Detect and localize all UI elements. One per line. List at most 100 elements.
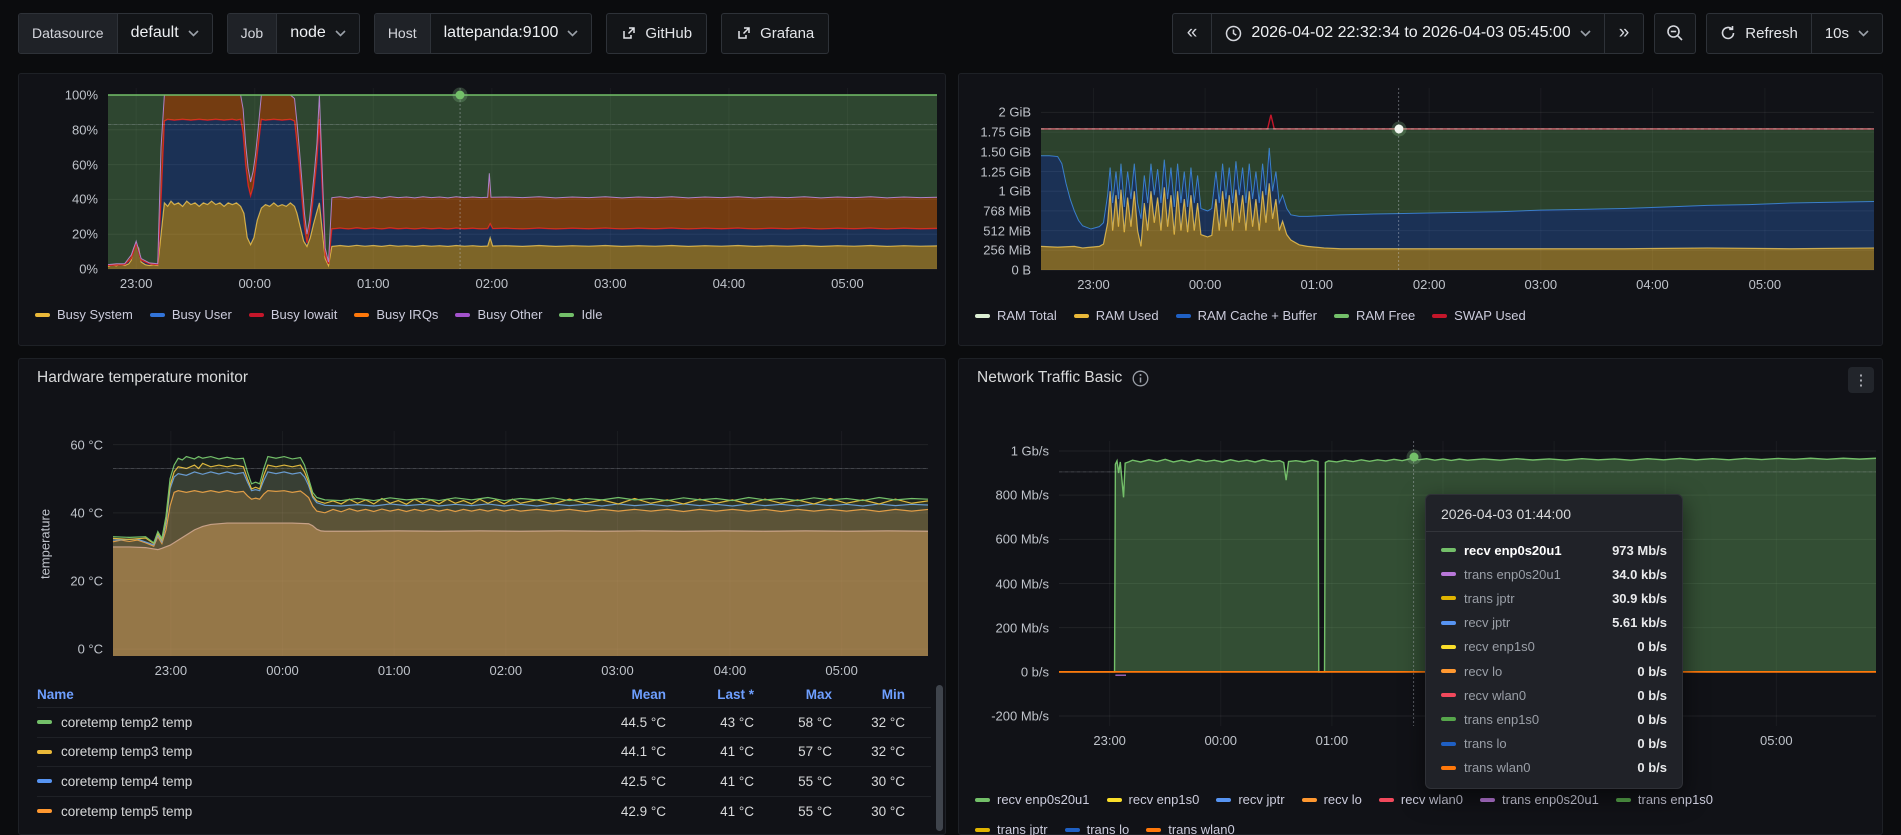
legend-item[interactable]: trans wlan0 <box>1146 822 1235 835</box>
host-select[interactable]: lattepanda:9100 <box>429 13 592 53</box>
ram-panel: 0 B 256 MiB 512 MiB 768 MiB 1 GiB 1.25 GiB 1.5… <box>958 73 1883 346</box>
zoom-out-button[interactable] <box>1654 12 1697 54</box>
series-color-swatch <box>37 720 52 725</box>
network-legend-row-1: recv enp0s20u1 recv enp1s0 recv jptr recv l… <box>975 792 1872 807</box>
time-range-picker[interactable]: 2026-04-02 22:32:34 to 2026-04-03 05:45:… <box>1211 13 1603 53</box>
legend-item[interactable]: Busy IRQs <box>354 307 438 322</box>
tooltip-row: trans lo 0 b/s <box>1426 732 1682 756</box>
time-shift-forward-button[interactable]: » <box>1603 13 1644 53</box>
legend-item[interactable]: trans lo <box>1064 822 1129 835</box>
legend-item[interactable]: RAM Total <box>975 308 1057 323</box>
job-select[interactable]: node <box>276 13 359 53</box>
refresh-icon <box>1721 26 1735 40</box>
y-axis-tick: 800 Mb/s <box>995 487 1049 503</box>
series-color-swatch <box>1615 797 1631 802</box>
table-row[interactable]: coretemp temp2 temp 44.5 °C 43 °C 58 °C 32 °… <box>37 707 931 737</box>
cell-mean: 42.9 °C <box>620 803 666 819</box>
series-color-swatch <box>1441 717 1456 722</box>
table-row[interactable]: coretemp temp4 temp 42.5 °C 41 °C 55 °C 30 °… <box>37 766 931 796</box>
panel-menu-icon[interactable]: ⋮ <box>1848 367 1874 393</box>
legend-item[interactable]: RAM Cache + Buffer <box>1175 308 1317 323</box>
legend-item[interactable]: SWAP Used <box>1432 308 1526 323</box>
y-axis-tick: 1 GiB <box>998 183 1031 199</box>
series-color-swatch <box>1441 644 1456 649</box>
tooltip-series-name: recv jptr <box>1464 615 1511 631</box>
column-header-last[interactable]: Last * <box>717 686 754 702</box>
panel-title[interactable]: Network Traffic Basic <box>977 369 1123 386</box>
ram-chart-plot[interactable] <box>1041 88 1874 270</box>
tooltip-row: trans wlan0 0 b/s <box>1426 756 1682 780</box>
legend-item[interactable]: Busy System <box>35 307 133 322</box>
x-axis-tick: 00:00 <box>1204 733 1238 748</box>
y-axis-tick: 100% <box>64 87 98 103</box>
legend-item[interactable]: trans jptr <box>975 822 1048 835</box>
cpu-chart-plot[interactable] <box>108 88 937 269</box>
column-header-mean[interactable]: Mean <box>631 686 666 702</box>
tooltip-series-name: trans jptr <box>1464 590 1515 606</box>
series-color-swatch <box>1441 741 1456 746</box>
table-row[interactable]: coretemp temp5 temp 42.9 °C 41 °C 55 °C 30 °… <box>37 795 931 826</box>
table-scrollbar[interactable] <box>936 685 943 831</box>
legend-item[interactable]: recv enp0s20u1 <box>975 792 1090 807</box>
legend-item[interactable]: recv wlan0 <box>1378 792 1463 807</box>
legend-item[interactable]: recv jptr <box>1216 792 1285 807</box>
legend-item[interactable]: Busy Other <box>455 307 542 322</box>
series-name: coretemp temp4 temp <box>37 774 576 789</box>
toolbar: Datasource default Job node Host lattepa… <box>0 0 1901 66</box>
tooltip-row: trans enp0s20u1 34.0 kb/s <box>1426 562 1682 586</box>
github-link-button[interactable]: GitHub <box>606 12 708 54</box>
legend-item[interactable]: recv enp1s0 <box>1106 792 1199 807</box>
grafana-link-button[interactable]: Grafana <box>721 12 830 54</box>
temperature-chart-plot[interactable] <box>113 431 928 656</box>
legend-item[interactable]: trans enp0s20u1 <box>1480 792 1599 807</box>
legend-item[interactable]: Busy User <box>149 307 232 322</box>
x-axis-tick: 03:00 <box>594 276 627 291</box>
column-header-max[interactable]: Max <box>805 686 832 702</box>
legend-item[interactable]: Busy Iowait <box>248 307 337 322</box>
x-axis-tick: 02:00 <box>489 663 523 678</box>
table-row[interactable]: coretemp temp3 temp 44.1 °C 41 °C 57 °C 32 °… <box>37 736 931 767</box>
x-axis-tick: 23:00 <box>119 276 153 291</box>
column-header-name[interactable]: Name <box>37 686 74 702</box>
tooltip-series-value: 34.0 kb/s <box>1612 566 1667 582</box>
x-axis-tick: 05:00 <box>1748 277 1782 292</box>
x-axis-tick: 00:00 <box>1188 277 1222 292</box>
info-icon[interactable] <box>1132 370 1149 387</box>
refresh-interval-select[interactable]: 10s <box>1810 13 1882 53</box>
series-color-swatch <box>1432 313 1448 318</box>
y-axis-tick: 60 °C <box>70 437 103 453</box>
legend-item[interactable]: Idle <box>559 307 602 322</box>
series-color-swatch <box>1480 797 1496 802</box>
legend-item[interactable]: trans enp1s0 <box>1615 792 1713 807</box>
panel-title[interactable]: Hardware temperature monitor <box>37 369 249 386</box>
external-link-icon <box>738 26 750 39</box>
datasource-picker: Datasource default <box>18 12 213 54</box>
hover-point-marker <box>455 90 465 100</box>
series-color-swatch <box>1073 313 1089 318</box>
temperature-table: Name Mean Last * Max Min coretemp temp2 … <box>37 681 931 825</box>
job-value: node <box>290 24 326 41</box>
hover-point-marker <box>1394 124 1404 134</box>
cell-mean: 42.5 °C <box>620 773 666 789</box>
datasource-select[interactable]: default <box>116 13 212 53</box>
series-color-swatch <box>1216 797 1232 802</box>
host-picker: Host lattepanda:9100 <box>373 12 593 54</box>
tooltip-row: trans jptr 30.9 kb/s <box>1426 586 1682 610</box>
x-axis-tick: 05:00 <box>825 663 858 678</box>
cell-min: 30 °C <box>871 773 905 789</box>
refresh-button[interactable]: Refresh <box>1707 14 1811 53</box>
x-axis-tick: 05:00 <box>831 276 864 291</box>
x-axis-tick: 23:00 <box>1077 277 1110 292</box>
y-axis-tick: 256 MiB <box>983 242 1031 258</box>
legend-item[interactable]: RAM Free <box>1333 308 1415 323</box>
time-shift-back-button[interactable]: « <box>1186 22 1198 43</box>
series-color-swatch <box>1441 669 1456 674</box>
column-header-min[interactable]: Min <box>881 686 905 702</box>
tooltip-series-name: trans enp1s0 <box>1464 711 1540 727</box>
tooltip-row: recv enp0s20u1 973 Mb/s <box>1426 538 1682 562</box>
x-axis-tick: 04:00 <box>712 276 746 291</box>
legend-item[interactable]: RAM Used <box>1073 308 1159 323</box>
tooltip-series-value: 0 b/s <box>1637 711 1667 727</box>
legend-item[interactable]: recv lo <box>1301 792 1362 807</box>
y-axis-tick: 80% <box>71 122 98 138</box>
